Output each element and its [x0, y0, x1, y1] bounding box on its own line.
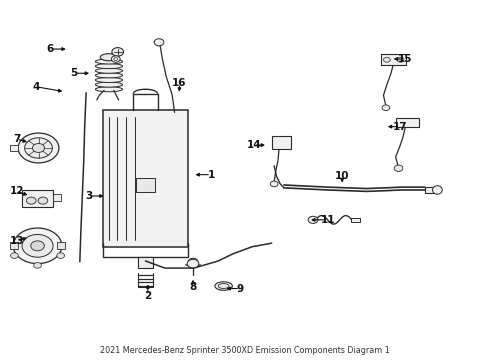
Circle shape [188, 258, 198, 265]
Circle shape [18, 133, 59, 163]
Circle shape [57, 253, 65, 258]
Circle shape [26, 197, 36, 204]
Text: 15: 15 [398, 54, 413, 64]
Circle shape [32, 144, 45, 152]
Bar [22, 190, 52, 207]
Circle shape [397, 57, 404, 62]
Text: 17: 17 [393, 122, 408, 132]
Text: 7: 7 [13, 134, 21, 144]
Bar [381, 54, 406, 65]
Bar [10, 145, 18, 151]
Bar [351, 218, 360, 222]
Ellipse shape [96, 64, 122, 69]
Circle shape [187, 259, 199, 268]
Ellipse shape [215, 282, 232, 290]
Circle shape [384, 57, 390, 62]
Ellipse shape [96, 59, 122, 64]
Bar [103, 110, 188, 247]
Ellipse shape [218, 284, 229, 288]
Text: 14: 14 [246, 140, 261, 150]
Text: 4: 4 [32, 82, 40, 92]
Circle shape [112, 48, 123, 56]
Bar [10, 242, 18, 249]
Text: 1: 1 [207, 170, 215, 180]
Text: 9: 9 [237, 284, 244, 293]
Bar [425, 187, 436, 193]
Circle shape [111, 56, 120, 62]
Ellipse shape [96, 68, 122, 73]
Ellipse shape [96, 82, 122, 87]
Text: 16: 16 [172, 78, 187, 88]
Bar [52, 194, 61, 201]
Circle shape [24, 138, 52, 158]
Circle shape [22, 234, 53, 257]
Circle shape [38, 197, 48, 204]
Circle shape [154, 39, 164, 46]
Text: 6: 6 [46, 44, 53, 54]
Text: 3: 3 [85, 191, 92, 201]
Circle shape [270, 181, 278, 187]
Bar [136, 178, 155, 193]
Text: 5: 5 [71, 68, 77, 78]
Circle shape [13, 228, 62, 264]
Ellipse shape [96, 73, 122, 78]
Ellipse shape [100, 54, 118, 61]
Text: 2: 2 [144, 291, 151, 301]
Bar [57, 242, 65, 249]
Text: 13: 13 [9, 236, 24, 246]
Ellipse shape [96, 77, 122, 82]
Circle shape [382, 105, 390, 111]
Bar [138, 257, 153, 268]
Circle shape [394, 165, 403, 171]
Text: 12: 12 [9, 186, 24, 197]
Circle shape [10, 253, 18, 258]
Ellipse shape [96, 87, 122, 92]
Bar [395, 118, 419, 127]
Ellipse shape [433, 186, 442, 194]
Circle shape [31, 241, 45, 251]
Text: 2021 Mercedes-Benz Sprinter 3500XD Emission Components Diagram 1: 2021 Mercedes-Benz Sprinter 3500XD Emiss… [100, 346, 390, 355]
Circle shape [34, 262, 42, 268]
Text: 10: 10 [335, 171, 349, 181]
Circle shape [308, 216, 318, 224]
Text: 8: 8 [190, 282, 196, 292]
Text: 11: 11 [320, 215, 335, 225]
Bar [272, 136, 291, 149]
